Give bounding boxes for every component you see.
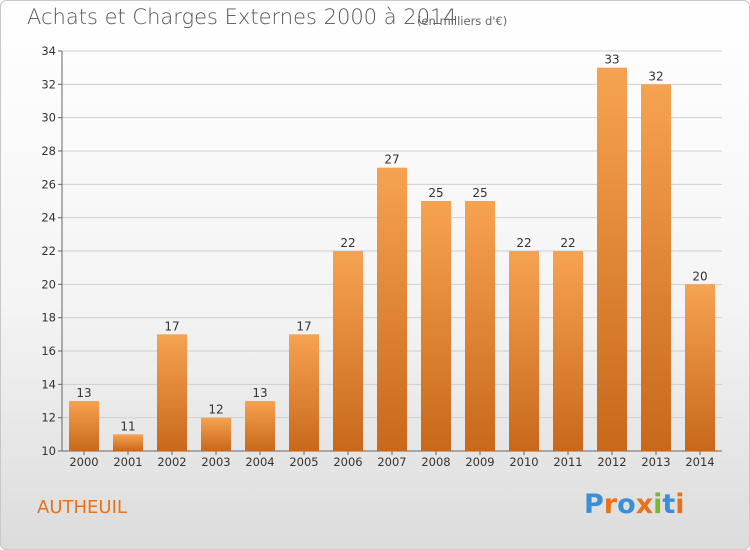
bar [509,251,539,451]
x-tick-label: 2011 [553,455,582,469]
logo-letter: t [662,489,676,520]
y-tick-label: 26 [41,177,56,191]
logo-letter: x [635,489,654,520]
y-tick-label: 32 [41,77,56,91]
y-tick-label: 10 [41,444,56,458]
commune-name: AUTHEUIL [37,497,127,518]
x-tick-label: 2007 [377,455,406,469]
data-label: 11 [120,419,135,433]
y-tick-label: 16 [41,344,56,358]
data-label: 12 [208,403,223,417]
x-tick-label: 2000 [69,455,98,469]
data-label: 17 [296,319,311,333]
data-label: 25 [428,186,443,200]
data-label: 13 [252,386,267,400]
y-tick-label: 30 [41,111,56,125]
data-label: 27 [384,153,399,167]
chart-title: Achats et Charges Externes 2000 à 2014 [27,5,457,29]
logo-letter: i [653,489,663,520]
y-tick-label: 34 [41,44,56,58]
data-label: 20 [692,269,707,283]
x-tick-label: 2008 [421,455,450,469]
bar [685,284,715,451]
data-label: 22 [516,236,531,250]
x-tick-label: 2003 [201,455,230,469]
logo-letter: P [584,489,604,520]
logo-letter: o [617,489,636,520]
y-tick-label: 18 [41,311,56,325]
x-tick-label: 2012 [597,455,626,469]
x-tick-label: 2001 [113,455,142,469]
chart-subtitle: (en milliers d'€) [417,14,508,28]
x-tick-label: 2014 [685,455,714,469]
label-layer: 13 11 17 12 13 17 22 27 25 25 22 22 33 32 20 [76,53,707,434]
x-tick-label: 2013 [641,455,670,469]
data-label: 22 [340,236,355,250]
x-tick-label: 2010 [509,455,538,469]
x-tick-label: 2009 [465,455,494,469]
x-tick-label: 2006 [333,455,362,469]
bar [289,334,319,451]
bar [553,251,583,451]
proxiti-logo: Proxiti [584,489,685,520]
x-tick-label: 2004 [245,455,274,469]
y-tick-label: 28 [41,144,56,158]
y-tick-label: 12 [41,411,56,425]
x-tick-label: 2002 [157,455,186,469]
axis-layer: 10 12 14 16 18 20 22 24 26 28 30 32 34 2000 2001 2002 20… [41,44,722,469]
bar [69,401,99,451]
bar [377,167,407,451]
bar [113,434,143,451]
bar [157,334,187,451]
bar [641,84,671,451]
bar [201,417,231,451]
y-tick-label: 14 [41,377,56,391]
bar [597,67,627,452]
y-tick-label: 22 [41,244,56,258]
data-label: 22 [560,236,575,250]
data-label: 33 [604,53,619,67]
y-tick-label: 20 [41,277,56,291]
bar [333,251,363,451]
logo-letter: i [675,489,685,520]
data-label: 32 [648,69,663,83]
data-label: 17 [164,319,179,333]
logo-letter: r [603,489,618,520]
bar [465,201,495,451]
x-tick-label: 2005 [289,455,318,469]
bar-layer [69,67,715,452]
data-label: 25 [472,186,487,200]
bar [245,401,275,451]
bar [421,201,451,451]
data-label: 13 [76,386,91,400]
y-tick-label: 24 [41,211,56,225]
